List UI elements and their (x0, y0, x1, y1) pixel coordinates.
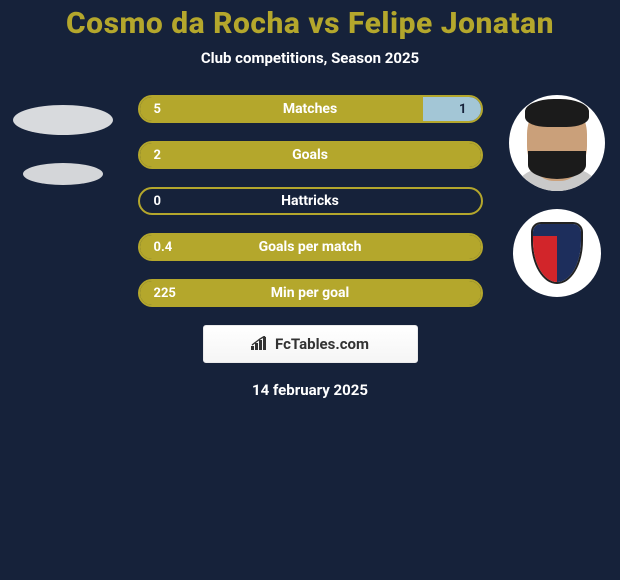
watermark-badge: FcTables.com (203, 325, 418, 363)
stat-label: Matches (140, 101, 481, 117)
stat-row: 2Goals (138, 141, 483, 169)
stat-row: 0.4Goals per match (138, 233, 483, 261)
stat-label: Goals per match (140, 239, 481, 255)
left-player-column (8, 95, 118, 185)
stat-label: Goals (140, 147, 481, 163)
right-player-avatar (509, 95, 605, 191)
bar-chart-icon (251, 336, 269, 352)
comparison-subtitle: Club competitions, Season 2025 (0, 49, 620, 67)
stat-label: Min per goal (140, 285, 481, 301)
comparison-stage: 51Matches 2Goals 0Hattricks 0.4Goals per ma… (0, 95, 620, 307)
stat-row: 225Min per goal (138, 279, 483, 307)
stat-bars: 51Matches 2Goals 0Hattricks 0.4Goals per ma… (138, 95, 483, 307)
stat-row: 0Hattricks (138, 187, 483, 215)
right-player-column (502, 95, 612, 297)
footer-date: 14 february 2025 (0, 381, 620, 399)
right-club-crest (513, 209, 601, 297)
left-club-crest (23, 163, 103, 185)
comparison-title: Cosmo da Rocha vs Felipe Jonatan (0, 0, 620, 41)
left-player-avatar (13, 105, 113, 135)
stat-row: 51Matches (138, 95, 483, 123)
stat-label: Hattricks (140, 193, 481, 209)
watermark-text: FcTables.com (275, 335, 369, 353)
